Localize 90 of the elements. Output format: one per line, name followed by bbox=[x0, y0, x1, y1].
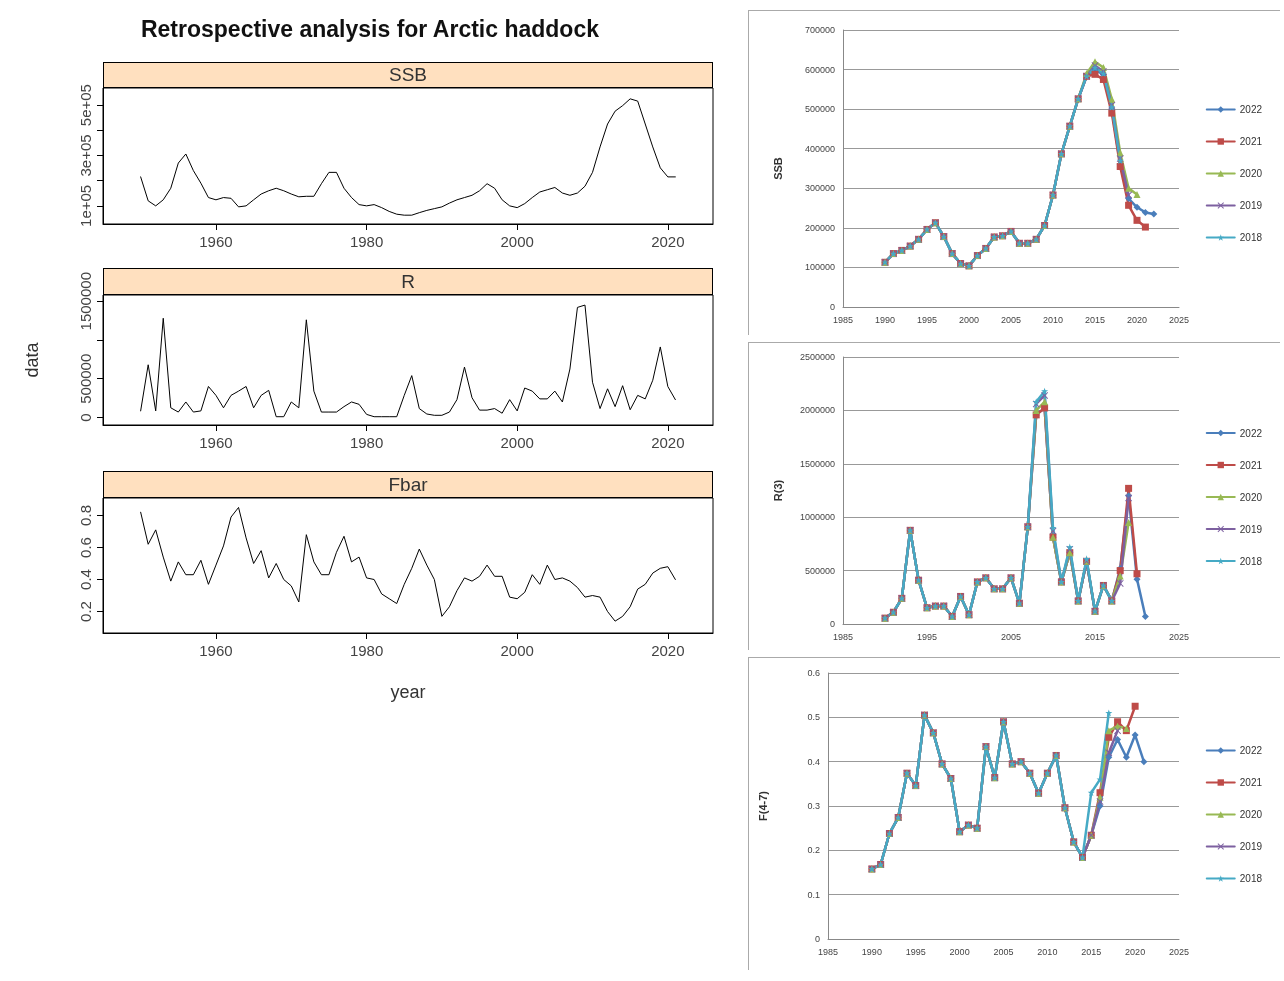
x-tick-label: 1995 bbox=[916, 631, 938, 642]
y-tick-label: 0.4 bbox=[77, 569, 94, 590]
y-tick-label: 0.3 bbox=[807, 801, 820, 811]
legend-label: 2021 bbox=[1239, 459, 1263, 471]
y-tick-label: 0.1 bbox=[807, 889, 820, 900]
y-tick-label: 0.6 bbox=[807, 668, 820, 678]
legend-label: 2021 bbox=[1239, 777, 1263, 788]
chart-subtitle: SSB bbox=[103, 62, 713, 88]
x-tick-label: 1960 bbox=[199, 642, 233, 659]
y-tick-label: 1e+05 bbox=[77, 184, 94, 227]
y-tick-label: 3e+05 bbox=[77, 134, 94, 177]
x-tick-label: 1960 bbox=[199, 434, 233, 451]
legend-label: 2020 bbox=[1239, 491, 1263, 503]
y-tick-label: 500000 bbox=[804, 565, 835, 576]
x-tick-label: 1990 bbox=[861, 946, 882, 957]
y-tick-label: 1500000 bbox=[799, 458, 835, 469]
y-axis-title: SSB bbox=[771, 157, 784, 180]
x-tick-label: 2025 bbox=[1168, 946, 1190, 957]
x-tick-label: 2015 bbox=[1084, 631, 1106, 642]
x-tick-label: 1980 bbox=[349, 233, 384, 250]
y-tick-label: 200000 bbox=[804, 222, 835, 233]
y-tick-label: 400000 bbox=[804, 143, 835, 154]
chart-title: Fbar bbox=[103, 471, 713, 498]
x-tick-label: 2020 bbox=[1126, 314, 1148, 325]
x-tick-label: 2000 bbox=[949, 946, 970, 957]
x-tick-label: 2005 bbox=[1000, 631, 1022, 642]
x-tick-label: 2020 bbox=[651, 434, 685, 451]
y-tick-label: 2000000 bbox=[799, 405, 835, 416]
y-tick-label: 0.6 bbox=[77, 537, 94, 558]
y-tick-label: 2500000 bbox=[799, 352, 835, 362]
x-tick-label: 2005 bbox=[1000, 314, 1022, 325]
x-tick-label: 2015 bbox=[1081, 946, 1102, 957]
y-tick-label: 600000 bbox=[804, 64, 835, 75]
x-tick-label: 2025 bbox=[1168, 631, 1190, 642]
y-tick-label: 5e+05 bbox=[77, 84, 94, 127]
y-tick-label: 0.4 bbox=[807, 756, 820, 767]
x-tick-label: 1995 bbox=[916, 314, 938, 325]
legend-label: 2018 bbox=[1239, 555, 1263, 567]
chart-title: R bbox=[103, 268, 713, 295]
y-tick-label: 300000 bbox=[804, 183, 835, 194]
x-tick-label: 1985 bbox=[817, 946, 839, 957]
x-tick-label: 2010 bbox=[1037, 946, 1058, 957]
y-tick-label: 0 bbox=[829, 302, 835, 312]
y-tick-label: 1500000 bbox=[77, 272, 94, 331]
y-tick-label: 700000 bbox=[804, 25, 835, 35]
legend-label: 2019 bbox=[1239, 200, 1263, 211]
y-tick-label: 0.2 bbox=[77, 601, 94, 622]
legend-label: 2018 bbox=[1239, 873, 1263, 884]
x-tick-label: 2000 bbox=[500, 434, 534, 451]
y-axis-title: F(4-7) bbox=[756, 790, 769, 821]
legend-label: 2022 bbox=[1239, 745, 1263, 756]
y-tick-label: 0.5 bbox=[807, 712, 820, 723]
y-tick-label: 500000 bbox=[77, 353, 94, 404]
x-tick-label: 1985 bbox=[832, 631, 854, 642]
x-tick-label: 2000 bbox=[958, 314, 980, 325]
y-tick-label: 0 bbox=[829, 619, 835, 629]
legend-label: 2022 bbox=[1239, 427, 1263, 439]
x-tick-label: 1990 bbox=[874, 314, 896, 325]
x-tick-label: 1980 bbox=[349, 434, 384, 451]
chart-title: Retrospective analysis for Arctic haddock bbox=[139, 16, 600, 43]
x-tick-label: 2010 bbox=[1042, 314, 1064, 325]
x-tick-label: 1985 bbox=[832, 314, 854, 325]
y-axis-title: R(3) bbox=[771, 479, 784, 502]
legend-label: 2020 bbox=[1239, 809, 1263, 820]
x-tick-label: 1995 bbox=[905, 946, 926, 957]
x-tick-label: 2015 bbox=[1084, 314, 1106, 325]
y-axis-title: data bbox=[22, 341, 42, 378]
legend-label: 2021 bbox=[1239, 136, 1263, 147]
y-tick-label: 100000 bbox=[804, 262, 835, 273]
y-tick-label: 1000000 bbox=[799, 512, 835, 523]
x-tick-label: 2000 bbox=[500, 233, 534, 250]
y-tick-label: 0.8 bbox=[77, 505, 94, 526]
y-tick-label: 0.2 bbox=[807, 845, 820, 856]
x-tick-label: 1980 bbox=[349, 642, 384, 659]
x-tick-label: 2000 bbox=[500, 642, 534, 659]
legend-label: 2020 bbox=[1239, 168, 1263, 179]
y-tick-label: 0 bbox=[77, 413, 94, 422]
x-tick-label: 2020 bbox=[651, 233, 685, 250]
legend-label: 2019 bbox=[1239, 523, 1263, 535]
x-axis-title: year bbox=[390, 682, 426, 702]
x-tick-label: 2025 bbox=[1168, 314, 1190, 325]
legend-label: 2022 bbox=[1239, 104, 1263, 115]
y-tick-label: 0 bbox=[814, 934, 820, 944]
legend-label: 2018 bbox=[1239, 232, 1263, 243]
legend-label: 2019 bbox=[1239, 841, 1263, 852]
x-tick-label: 1960 bbox=[199, 233, 233, 250]
y-tick-label: 500000 bbox=[804, 104, 835, 115]
x-tick-label: 2020 bbox=[1125, 946, 1146, 957]
x-tick-label: 2020 bbox=[651, 642, 685, 659]
x-tick-label: 2005 bbox=[993, 946, 1014, 957]
